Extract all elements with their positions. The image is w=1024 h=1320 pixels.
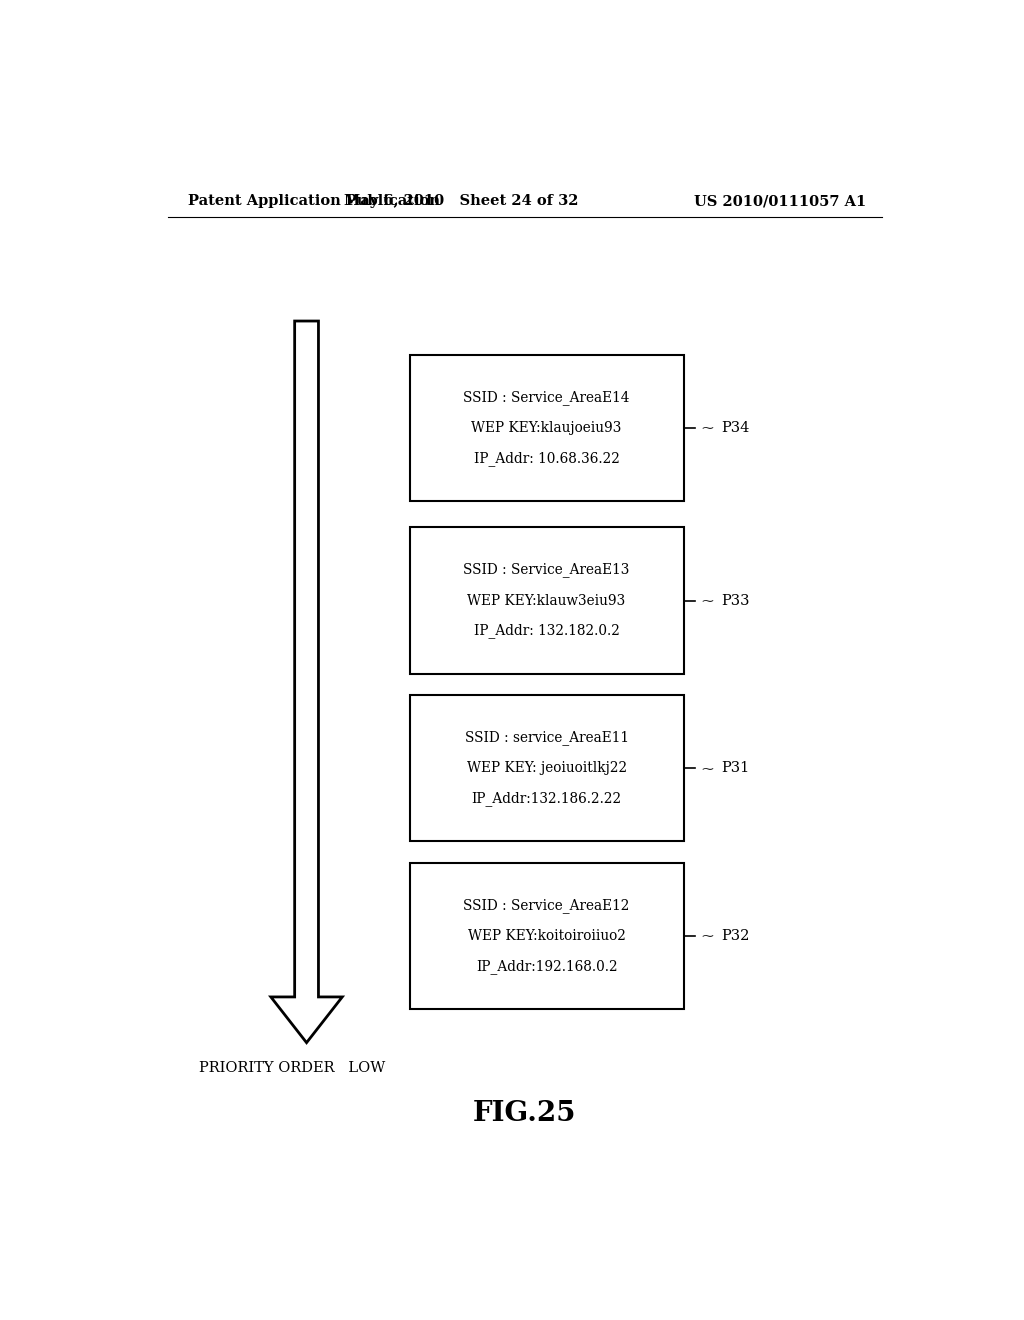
Text: FIG.25: FIG.25 — [473, 1101, 577, 1127]
Text: IP_Addr: 10.68.36.22: IP_Addr: 10.68.36.22 — [474, 451, 620, 466]
Polygon shape — [270, 321, 342, 1043]
Bar — [410, 528, 684, 673]
Text: IP_Addr:192.168.0.2: IP_Addr:192.168.0.2 — [476, 960, 617, 974]
Text: IP_Addr:132.186.2.22: IP_Addr:132.186.2.22 — [472, 791, 622, 807]
Text: ~: ~ — [700, 420, 715, 436]
Text: ~: ~ — [700, 593, 715, 609]
Text: May 6, 2010   Sheet 24 of 32: May 6, 2010 Sheet 24 of 32 — [344, 194, 579, 209]
Text: P34: P34 — [722, 421, 750, 434]
Text: US 2010/0111057 A1: US 2010/0111057 A1 — [694, 194, 866, 209]
Text: ~: ~ — [700, 760, 715, 776]
Text: P33: P33 — [722, 594, 751, 607]
Text: SSID : service_AreaE11: SSID : service_AreaE11 — [465, 730, 629, 746]
Text: P31: P31 — [722, 762, 750, 775]
Text: WEP KEY: jeoiuoitlkj22: WEP KEY: jeoiuoitlkj22 — [467, 762, 627, 775]
Text: SSID : Service_AreaE12: SSID : Service_AreaE12 — [464, 898, 630, 913]
Text: WEP KEY:klaujoeiu93: WEP KEY:klaujoeiu93 — [471, 421, 622, 434]
Text: ~: ~ — [700, 928, 715, 944]
Text: PRIORITY ORDER   LOW: PRIORITY ORDER LOW — [200, 1061, 386, 1074]
Text: SSID : Service_AreaE14: SSID : Service_AreaE14 — [464, 389, 630, 405]
Text: IP_Addr: 132.182.0.2: IP_Addr: 132.182.0.2 — [474, 623, 620, 639]
Text: P32: P32 — [722, 929, 750, 942]
Text: WEP KEY:koitoiroiiuo2: WEP KEY:koitoiroiiuo2 — [468, 929, 626, 942]
Bar — [410, 863, 684, 1008]
Text: SSID : Service_AreaE13: SSID : Service_AreaE13 — [464, 562, 630, 577]
Text: Patent Application Publication: Patent Application Publication — [187, 194, 439, 209]
Bar — [410, 355, 684, 500]
Text: WEP KEY:klauw3eiu93: WEP KEY:klauw3eiu93 — [468, 594, 626, 607]
Bar — [410, 696, 684, 841]
